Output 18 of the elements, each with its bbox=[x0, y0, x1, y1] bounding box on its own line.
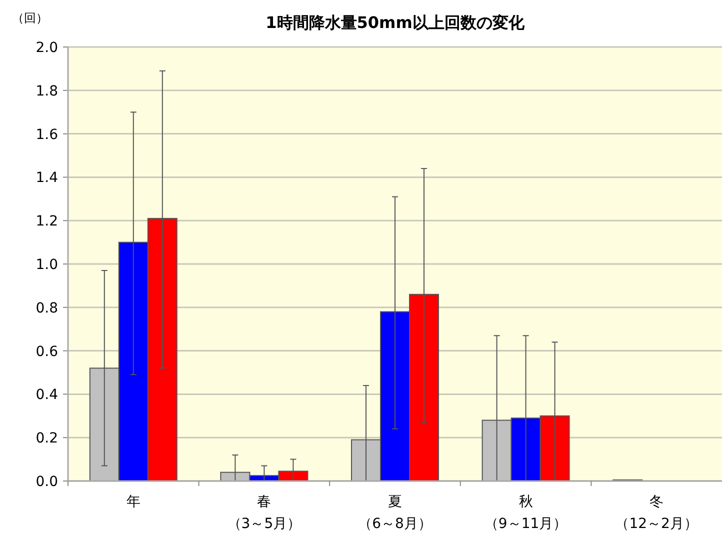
y-tick-label: 1.8 bbox=[36, 83, 58, 100]
x-tick-label: 春（3～5月） bbox=[227, 494, 302, 532]
y-tick-label: 0.2 bbox=[36, 430, 58, 447]
y-tick-label: 0.0 bbox=[36, 474, 58, 490]
y-tick-label: 0.4 bbox=[36, 387, 58, 404]
x-tick-label: 冬（12～2月） bbox=[615, 494, 698, 532]
chart-title: 1時間降水量50mm以上回数の変化 bbox=[266, 13, 526, 32]
y-tick-label: 1.2 bbox=[36, 214, 58, 230]
y-tick-label: 1.4 bbox=[36, 170, 58, 186]
y-tick-label: 0.8 bbox=[36, 300, 58, 316]
x-tick-label: 年 bbox=[126, 494, 140, 510]
y-tick-label: 0.6 bbox=[36, 344, 58, 360]
x-tick-label: 夏（6～8月） bbox=[358, 494, 432, 532]
y-tick-label: 1.0 bbox=[36, 257, 58, 273]
y-tick-label: 2.0 bbox=[36, 40, 58, 56]
y-tick-label: 1.6 bbox=[36, 126, 58, 143]
x-tick-label: 秋（9～11月） bbox=[484, 494, 568, 532]
y-axis-title: （回） bbox=[12, 11, 48, 25]
